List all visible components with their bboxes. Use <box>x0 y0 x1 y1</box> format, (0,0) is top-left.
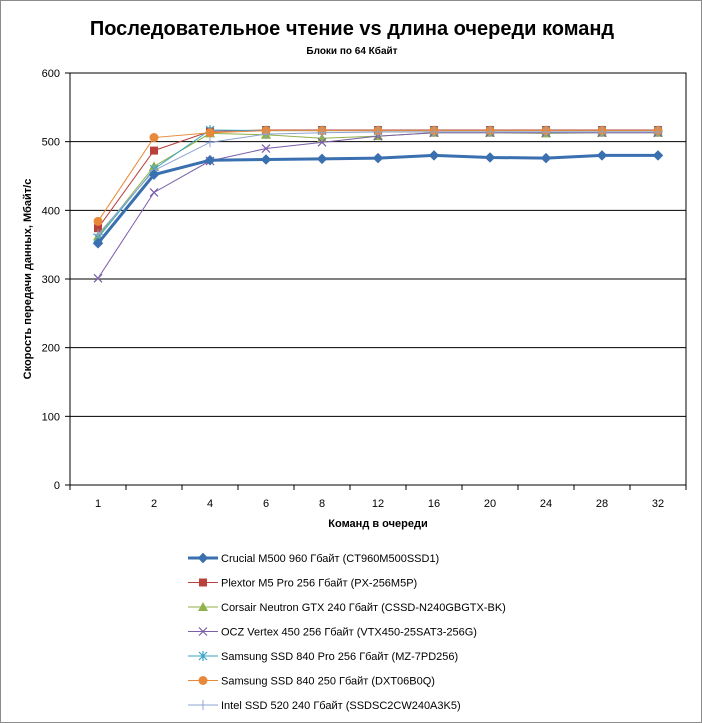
legend-label-2: Corsair Neutron GTX 240 Гбайт (CSSD-N240… <box>221 602 506 614</box>
legend-swatch-marker-6 <box>198 700 208 710</box>
legend-label-6: Intel SSD 520 240 Гбайт (SSDSC2CW240A3K5… <box>221 700 461 712</box>
series-0-point-8 <box>540 152 552 164</box>
legend-swatch-marker-0 <box>197 552 209 564</box>
gridlines <box>70 141 686 417</box>
series-6-point-7 <box>485 127 495 138</box>
legend-item-5: Samsung SSD 840 250 Гбайт (DXT06B0Q) <box>188 676 435 688</box>
y-tick-label: 600 <box>42 68 60 80</box>
series-3-point-3 <box>261 144 271 153</box>
legend-swatch-marker-4 <box>198 651 208 661</box>
y-tick-label: 200 <box>42 343 60 355</box>
series-1-point-1 <box>150 146 158 155</box>
series-0-point-4 <box>316 153 328 165</box>
legend-label-3: OCZ Vertex 450 256 Гбайт (VTX450-25SAT3-… <box>221 627 477 639</box>
legend-item-2: Corsair Neutron GTX 240 Гбайт (CSSD-N240… <box>188 602 506 614</box>
legend-item-3: OCZ Vertex 450 256 Гбайт (VTX450-25SAT3-… <box>188 627 477 639</box>
x-tick-label: 8 <box>319 498 325 510</box>
series-5-point-1 <box>149 133 159 143</box>
x-tick-label: 20 <box>484 498 496 510</box>
series-lines <box>92 124 664 283</box>
legend-item-1: Plextor M5 Pro 256 Гбайт (PX-256M5P) <box>188 578 417 590</box>
x-tick-label: 32 <box>652 498 664 510</box>
y-axis-title: Скорость передачи данных, Мбайт/с <box>22 179 34 380</box>
legend-item-6: Intel SSD 520 240 Гбайт (SSDSC2CW240A3K5… <box>188 700 461 712</box>
series-0-point-7 <box>484 152 496 163</box>
legend-label-5: Samsung SSD 840 250 Гбайт (DXT06B0Q) <box>221 676 435 688</box>
series-0-point-10 <box>652 150 664 161</box>
legend-swatch-marker-5 <box>198 676 208 685</box>
series-3-point-0 <box>93 273 103 283</box>
legend: Crucial M500 960 Гбайт (CT960M500SSD1) Pl… <box>188 552 506 712</box>
x-tick-label: 24 <box>540 498 552 510</box>
series-6-point-0 <box>93 229 103 240</box>
y-tick-label: 400 <box>42 205 60 217</box>
series-6-point-10 <box>653 127 663 138</box>
series-3-point-4 <box>317 137 327 147</box>
legend-label-4: Samsung SSD 840 Pro 256 Гбайт (MZ-7PD256… <box>221 651 458 663</box>
series-1-point-0 <box>94 224 102 233</box>
series-6-point-2 <box>205 137 215 148</box>
x-tick-label: 28 <box>596 498 608 510</box>
y-tick-label: 100 <box>42 411 60 423</box>
series-0-point-5 <box>372 152 384 164</box>
series-6-point-3 <box>261 129 271 140</box>
x-tick-label: 6 <box>263 498 269 510</box>
series-6-point-5 <box>373 127 383 138</box>
series-6-point-6 <box>429 127 439 138</box>
series-5-point-0 <box>93 216 103 226</box>
y-tick-label: 0 <box>54 480 60 492</box>
series-0-point-1 <box>148 169 160 180</box>
series-6 <box>93 127 663 240</box>
chart-subtitle: Блоки по 64 Кбайт <box>306 45 397 57</box>
legend-item-4: Samsung SSD 840 Pro 256 Гбайт (MZ-7PD256… <box>188 651 458 663</box>
y-tick-label: 500 <box>42 137 60 149</box>
series-0-point-3 <box>260 154 272 165</box>
series-5 <box>93 126 663 226</box>
series-0-point-9 <box>596 150 608 161</box>
series-5-point-2 <box>205 128 215 138</box>
series-0-point-2 <box>204 154 216 166</box>
y-tick-label: 300 <box>42 274 60 286</box>
series-0-point-6 <box>428 150 440 161</box>
series-0 <box>92 150 664 249</box>
x-axis-title: Команд в очереди <box>328 518 427 530</box>
series-0-point-0 <box>92 237 104 249</box>
x-tick-label: 12 <box>372 498 384 510</box>
x-tick-label: 2 <box>151 498 157 510</box>
x-tick-label: 4 <box>207 498 213 510</box>
legend-swatch-marker-1 <box>199 578 207 587</box>
series-6-point-8 <box>541 127 551 138</box>
legend-label-1: Plextor M5 Pro 256 Гбайт (PX-256M5P) <box>221 578 417 590</box>
legend-item-0: Crucial M500 960 Гбайт (CT960M500SSD1) <box>188 552 439 565</box>
legend-label-0: Crucial M500 960 Гбайт (CT960M500SSD1) <box>221 553 439 565</box>
legend-swatch-marker-2 <box>198 602 208 611</box>
series-6-point-9 <box>597 127 607 138</box>
x-tick-label: 1 <box>95 498 101 510</box>
chart-title: Последовательное чтение vs длина очереди… <box>90 18 615 40</box>
x-tick-label: 16 <box>428 498 440 510</box>
series-3-point-1 <box>149 188 159 197</box>
legend-swatch-marker-3 <box>198 627 208 636</box>
series-6-point-4 <box>317 127 327 138</box>
